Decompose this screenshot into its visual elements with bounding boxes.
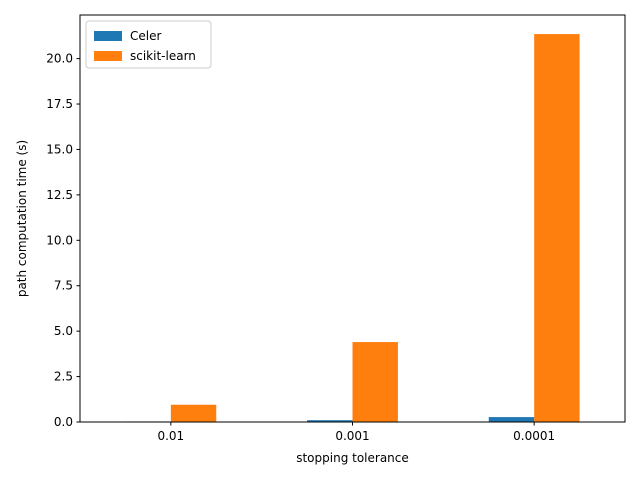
legend: Celer scikit-learn [85, 20, 212, 69]
y-tick-label: 12.5 [46, 188, 73, 202]
y-tick-label: 7.5 [54, 279, 73, 293]
bar-scikit-learn-2 [534, 34, 580, 422]
bar-celer-1 [307, 420, 353, 422]
x-axis-label: stopping tolerance [296, 451, 409, 465]
bar-scikit-learn-0 [170, 404, 217, 422]
y-tick-label: 15.0 [46, 142, 73, 156]
bar-celer-2 [488, 417, 535, 422]
y-tick-label: 20.0 [46, 52, 73, 66]
y-axis-label: path computation time (s) [15, 140, 29, 297]
y-tick-label: 10.0 [46, 233, 73, 247]
y-tick-label: 2.5 [54, 370, 73, 384]
x-tick-label: 0.001 [335, 429, 369, 443]
y-tick-label: 17.5 [46, 97, 73, 111]
legend-label-scikit-learn: scikit-learn [130, 49, 196, 63]
y-tick-label: 0.0 [54, 415, 73, 429]
x-axis: 0.01 0.001 0.0001 [157, 422, 555, 443]
axes-frame [79, 14, 626, 423]
legend-swatch-celer [94, 31, 122, 41]
x-tick-label: 0.01 [157, 429, 184, 443]
legend-swatch-scikit-learn [94, 51, 122, 61]
y-tick-label: 5.0 [54, 324, 73, 338]
bars-group [125, 34, 580, 422]
x-tick-label: 0.0001 [513, 429, 555, 443]
y-axis: 0.0 2.5 5.0 7.5 10.0 12.5 15.0 17.5 20.0 [46, 52, 80, 429]
legend-label-celer: Celer [130, 29, 161, 43]
bar-scikit-learn-1 [352, 342, 398, 422]
